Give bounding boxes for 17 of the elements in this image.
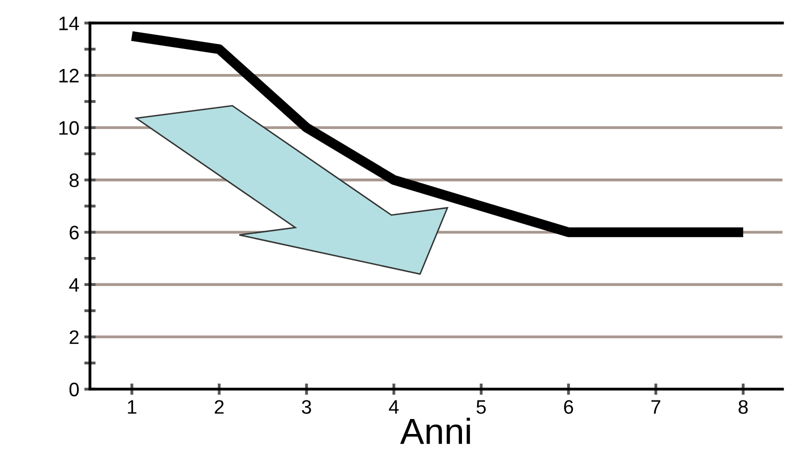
y-tick-label: 4 (69, 278, 79, 292)
y-tick-label: 2 (70, 330, 79, 344)
y-tick-label: 8 (70, 173, 79, 188)
y-tick-label: 12 (59, 68, 79, 82)
x-tick-label: 7 (651, 400, 660, 414)
x-tick-label: 4 (388, 400, 399, 414)
x-tick-label: 3 (302, 400, 312, 414)
x-axis-title: Anni (400, 418, 470, 444)
y-tick-label: 0 (69, 382, 79, 396)
x-tick-label: 1 (128, 400, 136, 414)
y-tick-label: 6 (70, 226, 79, 240)
x-tick-label: 8 (738, 400, 748, 414)
x-tick-label: 2 (214, 400, 224, 414)
y-tick-label: 10 (59, 121, 79, 135)
x-tick-label: 6 (564, 400, 574, 414)
x-tick-label: 5 (476, 400, 486, 414)
y-tick-label: 14 (59, 16, 79, 30)
